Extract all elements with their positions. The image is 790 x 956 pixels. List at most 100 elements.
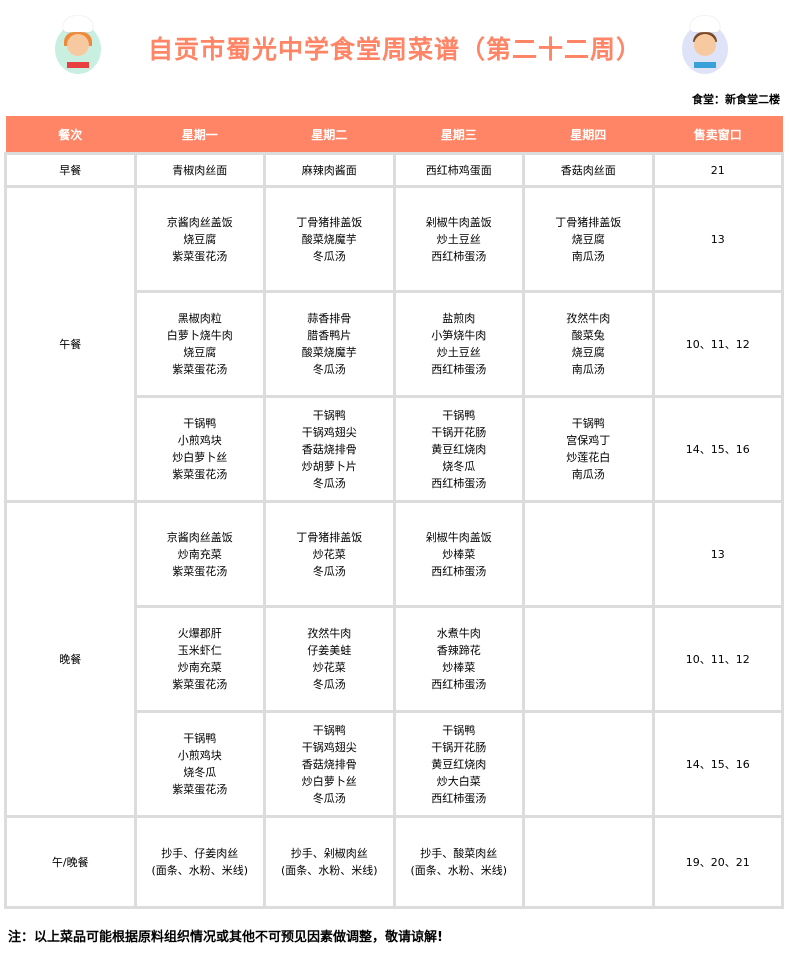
menu-cell: 孜然牛肉 仔姜美蛙 炒花菜 冬瓜汤: [263, 605, 396, 713]
dish: 炒白萝卜丝: [172, 451, 228, 464]
dish: 干锅鸭: [442, 723, 476, 737]
dish: 紫菜蛋花汤: [172, 678, 228, 691]
menu-cell: 西红柿鸡蛋面: [392, 152, 525, 188]
dish: 冬瓜汤: [312, 476, 346, 490]
menu-cell: 干锅鸭 宫保鸡丁 炒莲花白 南瓜汤: [522, 395, 655, 503]
dish: 盐煎肉: [442, 312, 476, 325]
dish: 西红柿蛋汤: [431, 476, 487, 490]
menu-cell: [522, 710, 655, 818]
dish: 抄手、仔姜肉丝: [161, 847, 239, 860]
dish: 剁椒牛肉盖饭: [425, 215, 492, 229]
dish: 小笋烧牛肉: [431, 329, 487, 342]
dish: 干锅鸭: [312, 408, 346, 422]
menu-cell: 青椒肉丝面: [133, 152, 266, 188]
menu-cell: 香菇肉丝面: [522, 152, 655, 188]
dish: 炒大白菜: [436, 774, 481, 788]
dish: 冬瓜汤: [312, 249, 346, 263]
dish: (面条、水粉、米线): [410, 864, 508, 877]
menu-cell: 京酱肉丝盖饭 炒南充菜 紫菜蛋花汤: [133, 500, 266, 608]
dish: 西红柿蛋汤: [431, 564, 487, 578]
dish: 炒土豆丝: [436, 346, 481, 359]
menu-cell: 麻辣肉酱面: [263, 152, 396, 188]
dish: 孜然牛肉: [566, 312, 611, 325]
dish: 南瓜汤: [571, 363, 605, 376]
dish: 酸菜烧魔芋: [301, 232, 357, 246]
canteen-label: 食堂：新食堂二楼: [692, 93, 780, 106]
menu-cell: 抄手、酸菜肉丝 (面条、水粉、米线): [392, 815, 525, 909]
window-cell: 10、11、12: [651, 290, 784, 398]
table-row: 黑椒肉粒 白萝卜烧牛肉 烧豆腐 紫菜蛋花汤 蒜香排骨 腊香鸭片 酸菜烧魔芋 冬瓜汤 盐煎肉 小笋烧…: [6, 290, 784, 398]
window-cell: 14、15、16: [651, 395, 784, 503]
dish: 冬瓜汤: [312, 678, 346, 691]
dish: 玉米虾仁: [177, 644, 222, 657]
menu-cell: 火爆郡肝玉米虾仁炒南充菜紫菜蛋花汤: [133, 605, 266, 713]
menu-cell: 丁骨猪排盖饭 酸菜烧魔芋冬瓜汤: [263, 185, 396, 293]
menu-cell: [522, 815, 655, 909]
menu-cell: 京酱肉丝盖饭 烧豆腐 紫菜蛋花汤: [133, 185, 266, 293]
dish: 干锅鸭: [183, 732, 217, 745]
footer-note: 注：以上菜品可能根据原料组织情况或其他不可预见因素做调整，敬请谅解!: [8, 930, 443, 945]
dish: 西红柿蛋汤: [431, 791, 487, 805]
menu-cell: 干锅鸭 干锅鸡翅尖 香菇烧排骨 炒胡萝卜片 冬瓜汤: [263, 395, 396, 503]
meal-label: 午餐: [4, 185, 137, 503]
column-header: 餐次: [5, 116, 135, 154]
dish: 香菇烧排骨: [301, 757, 357, 771]
dish: 丁骨猪排盖饭: [296, 215, 363, 229]
dish: 京酱肉丝盖饭: [166, 215, 233, 229]
menu-cell: [522, 500, 655, 608]
dish: 紫菜蛋花汤: [172, 468, 228, 481]
dish: 西红柿蛋汤: [431, 249, 487, 263]
menu-cell: 干锅鸭 小煎鸡块 炒白萝卜丝 紫菜蛋花汤: [133, 395, 266, 503]
dish: 仔姜美蛙: [307, 644, 352, 657]
menu-cell: 剁椒牛肉盖饭 炒棒菜 西红柿蛋汤: [392, 500, 525, 608]
dish: 丁骨猪排盖饭: [296, 530, 363, 544]
dish: (面条、水粉、米线): [280, 864, 378, 877]
menu-cell: [522, 605, 655, 713]
page-header: 自贡市蜀光中学食堂周菜谱（第二十二周）: [0, 0, 790, 90]
dish: 火爆郡肝: [177, 627, 222, 640]
table-row: 午/晚餐 抄手、仔姜肉丝 (面条、水粉、米线) 抄手、剁椒肉丝 (面条、水粉、米线) 抄手…: [4, 815, 784, 909]
dish: 丁骨猪排盖饭: [555, 215, 622, 229]
table-row: 午餐 京酱肉丝盖饭 烧豆腐 紫菜蛋花汤 丁骨猪排盖饭 酸菜烧魔芋 冬瓜汤 剁椒牛肉盖饭 炒土豆丝…: [4, 185, 784, 503]
dish: 炒南充菜: [177, 661, 222, 674]
menu-cell: 丁骨猪排盖饭 炒花菜 冬瓜汤: [263, 500, 396, 608]
dish: 烧豆腐: [571, 346, 605, 359]
window-cell: 10、11、12: [651, 605, 784, 713]
window-cell: 21: [651, 152, 784, 188]
dish: 宫保鸡丁: [566, 434, 611, 447]
column-header: 售卖窗口: [653, 116, 783, 154]
dish: 孜然牛肉: [307, 627, 352, 640]
table-row: 干锅鸭 小煎鸡块 烧冬瓜 紫菜蛋花汤 干锅鸭 干锅鸡翅尖 香菇烧排骨 炒白萝卜丝 冬瓜汤 干锅鸭干…: [6, 710, 784, 818]
window-cell: 19、20、21: [651, 815, 784, 909]
dish: 抄手、酸菜肉丝: [420, 847, 498, 860]
dish: 紫菜蛋花汤: [172, 783, 228, 796]
column-header: 星期四: [523, 116, 653, 154]
dish: 南瓜汤: [571, 249, 605, 263]
dish: 西红柿蛋汤: [431, 363, 487, 376]
dish: 冬瓜汤: [312, 791, 346, 805]
menu-cell: 剁椒牛肉盖饭 炒土豆丝 西红柿蛋汤: [392, 185, 525, 293]
meal-label: 早餐: [4, 152, 137, 188]
menu-cell: 干锅鸭 干锅开花肠 黄豆红烧肉 炒大白菜 西红柿蛋汤: [392, 710, 525, 818]
menu-cell: 干锅鸭 小煎鸡块 烧冬瓜 紫菜蛋花汤: [133, 710, 266, 818]
dish: 水煮牛肉: [436, 627, 481, 640]
meal-label: 午/晚餐: [4, 815, 137, 909]
dish: 干锅鸭: [571, 417, 605, 430]
menu-cell: 黑椒肉粒 白萝卜烧牛肉 烧豆腐 紫菜蛋花汤: [133, 290, 266, 398]
dish: 小煎鸡块: [177, 749, 222, 762]
dish: 干锅鸭: [312, 723, 346, 737]
dish: 干锅开花肠: [431, 740, 487, 754]
chef-girl-icon: [55, 16, 101, 74]
dish: 酸菜兔: [571, 329, 605, 342]
dish: 冬瓜汤: [312, 363, 346, 376]
dish: 干锅鸡翅尖: [301, 425, 357, 439]
dish: 炒胡萝卜片: [301, 459, 357, 473]
table-row: 早餐 青椒肉丝面 麻辣肉酱面 西红柿鸡蛋面 香菇肉丝面 21: [4, 152, 784, 188]
dish: 干锅鸭: [183, 417, 217, 430]
dish: 干锅开花肠: [431, 425, 487, 439]
dish: 炒花菜: [312, 547, 346, 561]
dish: 烧豆腐: [571, 232, 605, 246]
menu-cell: 孜然牛肉酸菜兔烧豆腐南瓜汤: [522, 290, 655, 398]
menu-cell: 抄手、剁椒肉丝 (面条、水粉、米线): [263, 815, 396, 909]
table-row: 干锅鸭 小煎鸡块 炒白萝卜丝 紫菜蛋花汤 干锅鸭 干锅鸡翅尖 香菇烧排骨 炒胡萝卜片 冬瓜汤 干锅…: [6, 395, 784, 503]
